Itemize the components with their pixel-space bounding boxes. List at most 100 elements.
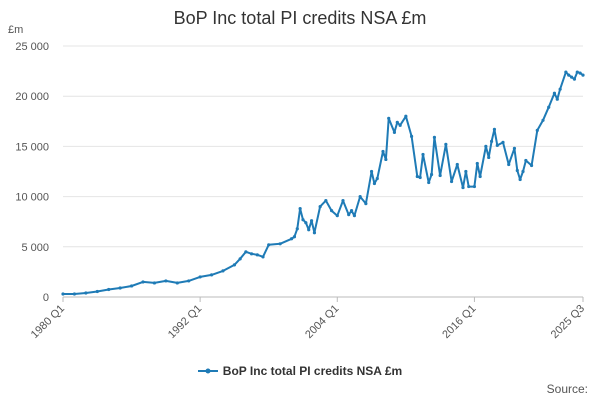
data-point xyxy=(501,140,505,144)
data-point xyxy=(512,146,517,151)
data-point xyxy=(552,91,557,95)
data-point xyxy=(395,120,399,124)
data-point xyxy=(384,157,388,162)
data-point xyxy=(329,209,334,213)
data-point xyxy=(318,205,322,209)
data-point xyxy=(375,176,379,181)
data-point xyxy=(487,155,491,160)
data-point xyxy=(418,175,422,180)
data-point xyxy=(564,70,568,74)
data-point xyxy=(278,242,282,246)
data-point xyxy=(335,214,339,218)
data-point xyxy=(404,114,408,118)
legend-series-label: BoP Inc total PI credits NSA £m xyxy=(222,364,403,378)
data-point xyxy=(312,231,317,235)
data-point xyxy=(398,123,402,127)
data-point xyxy=(555,97,559,101)
x-tick-label: 1992 Q1 xyxy=(166,303,204,341)
data-point xyxy=(289,237,294,241)
y-tick-label: 25 000 xyxy=(15,41,49,53)
data-point xyxy=(118,286,122,290)
data-point xyxy=(307,228,311,232)
data-point xyxy=(232,263,237,267)
data-point xyxy=(238,257,242,261)
data-point xyxy=(415,174,419,179)
data-point xyxy=(298,207,302,211)
data-point xyxy=(95,289,99,294)
data-point xyxy=(369,169,374,174)
data-point xyxy=(267,243,271,247)
data-point xyxy=(198,275,202,279)
data-point xyxy=(572,77,577,81)
data-point xyxy=(364,202,368,206)
data-point xyxy=(372,181,377,186)
data-point xyxy=(472,184,477,189)
data-point xyxy=(244,250,248,254)
data-point xyxy=(581,73,585,77)
data-point xyxy=(84,291,88,295)
data-point xyxy=(175,281,179,285)
x-tick-label: 2025 Q3 xyxy=(549,303,587,341)
data-point xyxy=(301,218,305,222)
data-point xyxy=(292,235,297,239)
data-point xyxy=(295,227,299,231)
x-tick-label: 2004 Q1 xyxy=(303,303,341,341)
data-point xyxy=(524,158,528,163)
data-point xyxy=(141,280,145,284)
data-point xyxy=(478,174,482,179)
data-point xyxy=(304,221,308,225)
data-point xyxy=(541,118,545,122)
data-point xyxy=(464,169,468,174)
x-tick-label: 1980 Q1 xyxy=(29,303,67,341)
data-point xyxy=(455,162,459,167)
y-tick-label: 5 000 xyxy=(21,242,49,254)
data-point xyxy=(358,195,362,199)
data-point xyxy=(249,252,254,256)
data-point xyxy=(107,287,111,292)
data-point xyxy=(567,73,571,77)
data-point xyxy=(475,161,479,166)
data-point xyxy=(152,281,157,285)
data-point xyxy=(495,143,499,147)
y-tick-label: 0 xyxy=(43,292,49,304)
data-point xyxy=(129,284,134,288)
data-point xyxy=(352,214,357,218)
data-point xyxy=(427,180,431,185)
data-point xyxy=(521,169,525,174)
y-axis-unit-label: £m xyxy=(8,24,24,36)
data-point xyxy=(187,279,191,283)
data-point xyxy=(558,87,562,91)
legend-line-marker-icon xyxy=(197,368,218,374)
data-point xyxy=(529,163,534,168)
data-point xyxy=(255,253,259,257)
series-line xyxy=(63,71,584,295)
data-point xyxy=(72,292,77,296)
data-point xyxy=(449,179,454,184)
data-point xyxy=(209,273,214,277)
chart-title: BoP Inc total PI credits NSA £m xyxy=(173,8,427,28)
legend[interactable]: BoP Inc total PI credits NSA £m xyxy=(0,364,600,378)
data-point xyxy=(467,184,471,189)
data-point xyxy=(518,177,522,182)
data-point xyxy=(492,127,497,131)
data-point xyxy=(381,149,385,154)
data-point xyxy=(507,162,511,167)
data-point xyxy=(489,139,494,143)
data-point xyxy=(429,172,434,177)
data-point xyxy=(409,134,414,138)
x-tick-label: 2016 Q1 xyxy=(440,303,478,341)
data-point xyxy=(432,135,437,139)
data-point xyxy=(569,75,574,79)
data-point xyxy=(535,128,539,132)
data-point xyxy=(309,219,314,223)
data-point xyxy=(515,168,519,173)
data-point xyxy=(387,116,391,120)
data-point xyxy=(324,199,328,203)
data-point xyxy=(61,292,65,296)
data-point xyxy=(341,199,345,203)
data-point xyxy=(347,213,351,217)
data-point xyxy=(349,209,354,213)
data-point xyxy=(578,71,582,75)
data-point xyxy=(164,279,168,283)
